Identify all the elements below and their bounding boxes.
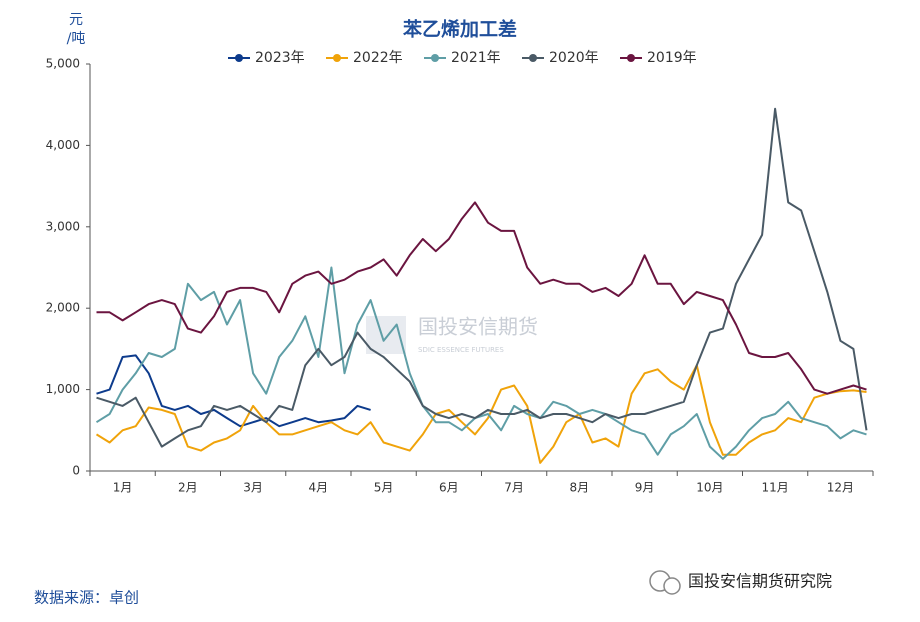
watermark-icon [663, 577, 681, 595]
legend-marker [333, 54, 341, 62]
legend-marker [529, 54, 537, 62]
y-tick-label: 0 [72, 464, 80, 478]
center-watermark: 国投安信期货 SDIC ESSENCE FUTURES [366, 315, 538, 354]
y-tick-label: 3,000 [46, 219, 80, 233]
series-line [96, 107, 868, 448]
watermark: 国投安信期货研究院 [649, 570, 832, 595]
x-tick-label: 5月 [374, 481, 394, 495]
y-axis-label: 元/吨 [67, 12, 86, 47]
center-watermark-sub: SDIC ESSENCE FUTURES [418, 346, 504, 354]
y-tick-label: 5,000 [46, 57, 80, 71]
x-tick-label: 3月 [243, 481, 263, 495]
legend-label: 2019年 [647, 50, 697, 66]
legend-label: 2022年 [353, 50, 403, 66]
legend-marker [431, 54, 439, 62]
chart-title: 苯乙烯加工差 [402, 18, 517, 41]
legend-label: 2023年 [255, 50, 305, 66]
y-tick-label: 1,000 [46, 382, 80, 396]
legend-label: 2020年 [549, 50, 599, 66]
x-tick-label: 12月 [827, 481, 854, 495]
x-tick-label: 7月 [504, 481, 524, 495]
center-watermark-text: 国投安信期货 [418, 315, 538, 339]
x-tick-label: 4月 [309, 481, 329, 495]
series-line [95, 266, 867, 460]
y-tick-label: 2,000 [46, 301, 80, 315]
series-line [96, 201, 867, 395]
series-line [96, 354, 371, 428]
x-tick-label: 8月 [570, 481, 590, 495]
legend-label: 2021年 [451, 50, 501, 66]
series-line [95, 364, 867, 464]
y-tick-label: 4,000 [46, 138, 80, 152]
source: 数据来源：卓创 [34, 589, 139, 607]
legend-marker [627, 54, 635, 62]
x-tick-label: 10月 [696, 481, 723, 495]
x-tick-label: 11月 [761, 481, 788, 495]
x-tick-label: 9月 [635, 481, 655, 495]
x-tick-label: 6月 [439, 481, 459, 495]
x-tick-label: 1月 [113, 481, 133, 495]
legend-marker [235, 54, 243, 62]
watermark-text: 国投安信期货研究院 [688, 572, 832, 591]
x-tick-label: 2月 [178, 481, 198, 495]
